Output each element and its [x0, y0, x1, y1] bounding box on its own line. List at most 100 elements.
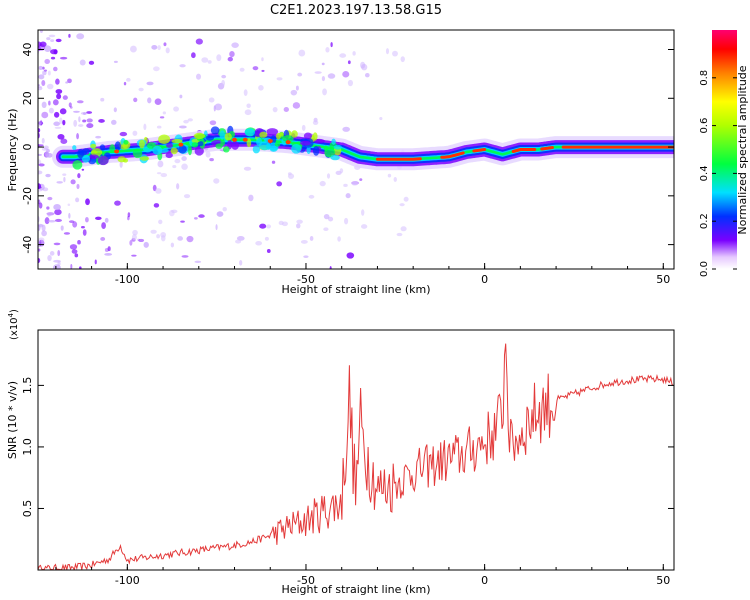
- spectrogram-speckle: [172, 164, 177, 169]
- spectrogram-speckle: [42, 70, 47, 76]
- ridge-blob: [303, 132, 313, 140]
- spectrogram-speckle: [50, 49, 58, 55]
- ridge-blob: [244, 128, 255, 137]
- spectrogram-speckle: [44, 58, 50, 65]
- spectrogram-speckle: [79, 59, 86, 66]
- snr-x-label: Height of straight line (km): [281, 583, 430, 596]
- spectrogram-speckle: [137, 238, 141, 241]
- spectrogram-speckle: [60, 225, 64, 231]
- spectrogram-speckle: [209, 158, 214, 162]
- ridge-blob: [312, 145, 320, 156]
- spectrogram-speckle: [181, 255, 189, 258]
- spectrogram-speckle: [38, 223, 43, 227]
- spectrogram-speckle: [79, 266, 82, 269]
- spectrogram-speckle: [154, 98, 162, 105]
- spectrogram-speckle: [216, 54, 222, 62]
- spectrogram-speckle: [243, 166, 252, 171]
- spectrogram-speckle: [38, 199, 41, 205]
- y-tick-label: 40: [21, 43, 34, 57]
- spectrogram-speckle: [186, 235, 194, 243]
- spectrogram-speckle: [360, 224, 368, 229]
- ridge-blob: [312, 132, 318, 141]
- spectrogram-speckle: [138, 87, 144, 92]
- spectrogram-speckle: [183, 194, 191, 199]
- spectrogram-ridge: [52, 125, 674, 171]
- spectrogram-speckle: [342, 126, 350, 132]
- spectrogram-speckle: [63, 176, 66, 183]
- spectrogram-speckle: [62, 95, 68, 100]
- snr-multiplier-base: (x10: [9, 317, 20, 340]
- spectrogram-speckle: [231, 42, 239, 48]
- spectrogram-speckle: [119, 161, 123, 168]
- spectrogram-speckle: [146, 81, 154, 86]
- spectrogram-speckle: [272, 107, 278, 113]
- spectrogram-speckle: [38, 86, 43, 91]
- x-tick-label: -50: [297, 574, 315, 587]
- spectrogram-speckle: [147, 97, 152, 104]
- spectrogram-speckle: [297, 72, 303, 77]
- spectrogram-speckle: [57, 249, 61, 257]
- y-tick-label: -20: [21, 187, 34, 205]
- snr-y-label: SNR (10 * v/v): [6, 381, 19, 459]
- spectrogram-speckle: [101, 222, 106, 230]
- spectrogram-speckle: [201, 57, 209, 63]
- colorbar-ticks: 0.0 0.2 0.4 0.6 0.8: [699, 70, 737, 277]
- y-tick-label: 0: [21, 144, 34, 151]
- spectrogram-speckle: [403, 196, 409, 202]
- spectrogram-speckle: [221, 74, 227, 79]
- spectrogram-speckle: [278, 220, 284, 226]
- spectrogram-speckle: [162, 111, 167, 115]
- spectrogram-speckle: [259, 223, 267, 229]
- spectrogram-speckle: [74, 253, 79, 258]
- spectrogram-speckle: [69, 106, 73, 109]
- spectrogram-speckle: [46, 206, 50, 210]
- spectrogram-speckle: [173, 106, 180, 112]
- spectrogram-speckle: [157, 45, 161, 51]
- snr-y-ticks: 0.5 1.0 1.5: [21, 377, 674, 517]
- spectrogram-speckle: [54, 126, 62, 129]
- colorbar-tick-label: 0.6: [699, 118, 710, 134]
- spectrogram-speckle: [191, 52, 196, 59]
- ridge-blob: [97, 155, 109, 166]
- spectrogram-speckle: [179, 64, 186, 68]
- x-tick-label: -100: [115, 273, 140, 286]
- ridge-blob: [191, 142, 199, 148]
- spectrogram-speckle: [38, 121, 42, 127]
- spectrogram-speckle: [276, 77, 283, 81]
- colorbar-tick-label: 0.0: [699, 261, 710, 277]
- spectrogram-speckle: [62, 119, 66, 126]
- spectrogram-speckle: [111, 119, 117, 125]
- spectrogram-speckle: [314, 71, 322, 74]
- snr-multiplier: (x104): [7, 309, 20, 340]
- spectrogram-speckle: [43, 145, 49, 150]
- snr-x-ticks: -100 -50 0 50: [55, 564, 670, 587]
- spectrogram-speckle: [183, 119, 189, 124]
- spectrogram-y-label: Frequency (Hz): [6, 109, 19, 192]
- spectrogram-speckle: [38, 202, 43, 209]
- x-tick-label: 0: [481, 273, 488, 286]
- x-tick-label: 50: [656, 273, 670, 286]
- ridge-blob: [158, 134, 171, 144]
- spectrogram-speckle: [50, 39, 55, 43]
- ridge-blob: [222, 146, 230, 153]
- ridge-blob: [170, 147, 178, 155]
- spectrogram-speckle: [38, 237, 45, 242]
- spectrogram-panel: -100 -50 0 50 40 20 0 -20 -40 Height of straigh…: [6, 29, 675, 296]
- ridge-blob: [72, 145, 77, 151]
- spectrogram-speckle: [160, 235, 166, 242]
- spectrogram-speckle: [60, 138, 68, 144]
- spectrogram-speckle: [165, 47, 170, 54]
- spectrogram-speckle: [133, 97, 138, 103]
- spectrogram-speckle: [326, 173, 331, 179]
- ridge-blob: [90, 143, 97, 149]
- spectrogram-speckle: [82, 119, 87, 123]
- spectrogram-speckle: [55, 78, 60, 85]
- spectrogram-speckle: [179, 94, 183, 99]
- spectrogram-speckle: [151, 44, 158, 50]
- spectrogram-speckle: [78, 116, 81, 123]
- spectrogram-speckle: [130, 45, 137, 53]
- spectrogram-speckle: [94, 259, 97, 265]
- spectrogram-speckle: [235, 239, 242, 244]
- ridge-peak: [242, 137, 248, 142]
- ridge-blob: [205, 135, 215, 141]
